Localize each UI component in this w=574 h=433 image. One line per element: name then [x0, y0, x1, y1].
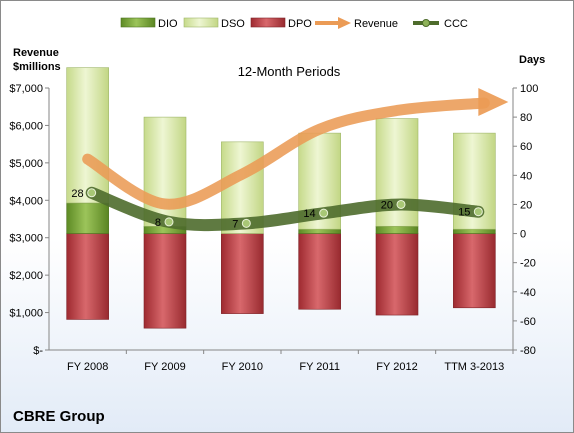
right-axis-tick-label: -40: [520, 287, 536, 299]
ccc-point: [396, 199, 406, 209]
bar-dso: [66, 67, 109, 204]
revenue-line: [82, 97, 490, 210]
bar-dio: [298, 228, 341, 234]
legend-swatch-dio: [120, 17, 156, 28]
bar-dpo: [143, 233, 187, 329]
bar-dpo: [66, 233, 109, 320]
bar-dio: [375, 225, 419, 234]
legend-label-dpo: DPO: [288, 18, 312, 30]
right-axis-tick-label: -60: [520, 316, 536, 328]
legend-label-revenue: Revenue: [354, 18, 398, 30]
legend: DIO DSO DPO Revenue CCC: [120, 17, 468, 30]
ccc-line: [85, 186, 485, 232]
bar-dpo: [298, 233, 341, 310]
x-axis-tick-label: FY 2010: [222, 361, 263, 373]
legend-swatch-ccc: [413, 19, 439, 27]
legend-label-ccc: CCC: [444, 18, 468, 30]
revenue-arrowhead: [478, 87, 509, 116]
legend-swatch-dso: [183, 17, 219, 28]
right-axis-tick-label: 100: [520, 83, 538, 95]
x-axis-tick-label: FY 2012: [376, 361, 417, 373]
ccc-point: [241, 218, 251, 228]
right-axis-tick-label: 60: [520, 141, 532, 153]
plot-area: $- $1,000 $2,000 $3,000 $4,000 $5,000 $6,000 $7…: [9, 67, 538, 373]
left-axis-tick-label: $-: [33, 345, 43, 357]
ccc-data-label: 20: [381, 199, 393, 211]
legend-swatch-dpo: [250, 17, 286, 28]
x-axis-tick-label: TTM 3-2013: [444, 361, 504, 373]
company-name: CBRE Group: [13, 408, 105, 425]
ccc-data-label: 28: [71, 188, 83, 200]
left-axis-tick-label: $5,000: [9, 158, 43, 170]
legend-label-dio: DIO: [158, 18, 178, 30]
right-axis-tick-label: -80: [520, 345, 536, 357]
left-axis-tick-label: $2,000: [9, 270, 43, 282]
right-axis-tick-label: 40: [520, 170, 532, 182]
ccc-point: [473, 207, 483, 217]
ccc-point: [319, 208, 329, 218]
right-axis-tick-label: 80: [520, 112, 532, 124]
left-axis-title-line2: $millions: [13, 61, 61, 73]
legend-label-dso: DSO: [221, 18, 245, 30]
x-axis-tick-label: FY 2008: [67, 361, 108, 373]
bar-dio: [66, 202, 109, 234]
bar-dio: [453, 228, 496, 234]
bar-dpo: [221, 233, 264, 314]
left-axis-tick-label: $3,000: [9, 233, 43, 245]
right-axis-title: Days: [519, 54, 545, 66]
bar-dso: [143, 116, 187, 227]
ccc-point: [87, 188, 97, 198]
x-axis-tick-label: FY 2011: [299, 361, 340, 373]
left-axis-tick-label: $4,000: [9, 195, 43, 207]
left-axis-tick-label: $1,000: [9, 308, 43, 320]
chart-title: 12-Month Periods: [238, 64, 341, 79]
bar-dpo: [453, 233, 496, 309]
legend-swatch-revenue: [315, 17, 351, 29]
right-axis-tick-label: 20: [520, 199, 532, 211]
right-axis-tick-label: -20: [520, 258, 536, 270]
ccc-data-label: 7: [232, 218, 238, 230]
left-axis-tick-label: $7,000: [9, 83, 43, 95]
left-axis-title-line1: Revenue: [13, 47, 59, 59]
bar-dpo: [375, 233, 419, 316]
ccc-data-label: 8: [155, 217, 161, 229]
x-axis-tick-label: FY 2009: [144, 361, 185, 373]
right-axis-tick-label: 0: [520, 229, 526, 241]
ccc-point: [164, 217, 174, 227]
left-axis-tick-label: $6,000: [9, 120, 43, 132]
ccc-data-label: 15: [458, 207, 470, 219]
ccc-data-label: 14: [303, 208, 315, 220]
